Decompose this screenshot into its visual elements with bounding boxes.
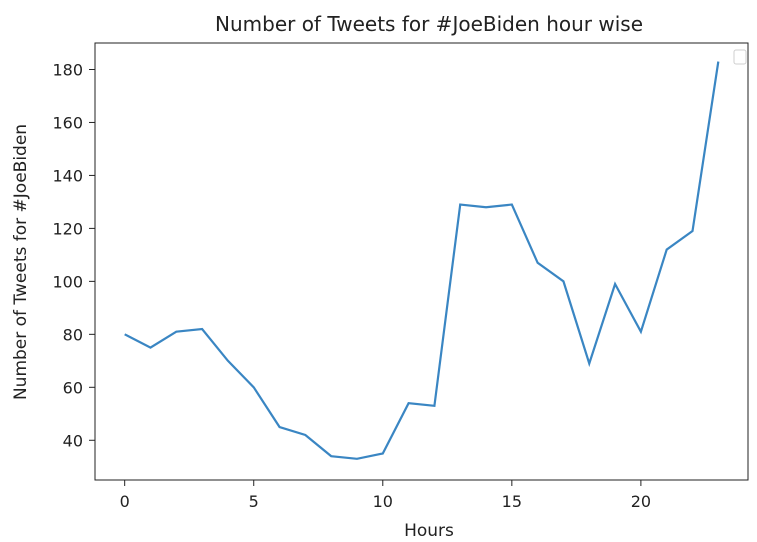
y-tick-label: 100 bbox=[52, 272, 83, 291]
x-axis: 0 5 10 15 20 bbox=[120, 480, 651, 511]
legend bbox=[733, 49, 747, 65]
series-line bbox=[124, 61, 720, 460]
x-axis-title: Hours bbox=[404, 521, 454, 541]
y-tick-label: 40 bbox=[63, 431, 83, 450]
chart-title: Number of Tweets for #JoeBiden hour wise bbox=[215, 12, 643, 36]
y-axis-title: Number of Tweets for #JoeBiden bbox=[11, 124, 31, 400]
plot-frame bbox=[94, 42, 749, 481]
y-tick-label: 60 bbox=[63, 378, 83, 397]
legend-box bbox=[733, 49, 747, 65]
x-tick-label: 10 bbox=[373, 492, 393, 511]
y-tick-label: 160 bbox=[52, 113, 83, 132]
x-tick-label: 0 bbox=[120, 492, 130, 511]
y-axis: 40 60 80 100 120 140 160 180 bbox=[52, 60, 95, 450]
x-tick-label: 5 bbox=[249, 492, 259, 511]
x-tick-label: 20 bbox=[631, 492, 651, 511]
y-tick-label: 120 bbox=[52, 219, 83, 238]
y-tick-label: 80 bbox=[63, 325, 83, 344]
y-tick-label: 180 bbox=[52, 60, 83, 79]
x-tick-label: 15 bbox=[502, 492, 522, 511]
y-tick-label: 140 bbox=[52, 166, 83, 185]
